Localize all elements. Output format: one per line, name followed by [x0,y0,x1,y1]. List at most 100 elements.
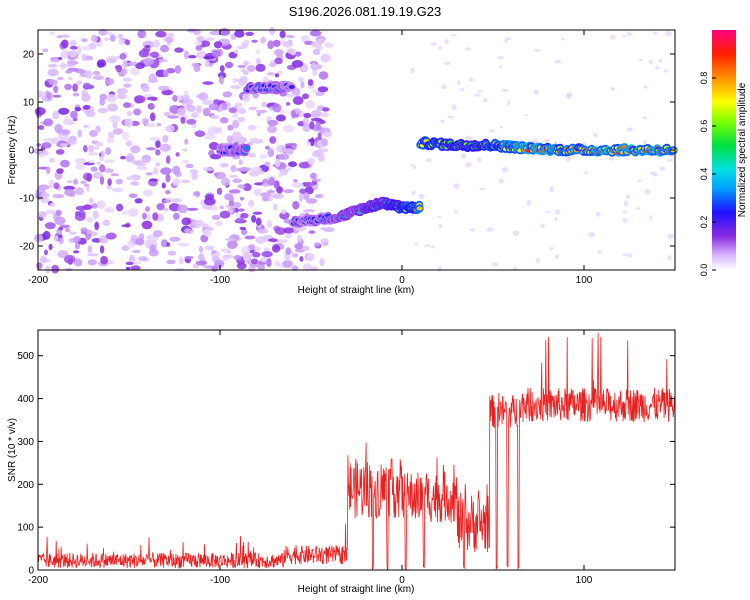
noise-blob [488,129,496,133]
noise-blob [132,249,141,254]
noise-blob [88,197,94,204]
noise-blob [300,35,310,43]
noise-blob [238,159,243,166]
noise-blob [199,40,211,48]
noise-blob [312,89,317,93]
noise-blob [441,84,447,90]
noise-blob [172,198,182,203]
noise-blob [504,38,508,44]
snr-series-line [37,332,676,571]
noise-blob [52,194,65,199]
noise-blob [73,178,79,185]
noise-blob [63,185,76,191]
noise-blob [204,59,210,68]
noise-blob [648,59,654,65]
noise-blob [99,93,107,101]
noise-blob [561,37,566,41]
noise-blob [306,198,318,204]
noise-blob [232,119,240,129]
noise-blob [444,61,451,66]
noise-blob [106,32,113,36]
colorbar-tick-label: 0.0 [699,264,709,277]
noise-blob [232,112,239,119]
noise-blob [274,260,281,267]
noise-blob [549,246,554,250]
noise-blob [237,116,246,123]
noise-blob [292,142,297,151]
noise-blob [167,250,177,256]
noise-blob [250,258,259,265]
noise-blob [498,178,505,184]
noise-blob [285,93,297,98]
noise-blob [95,141,104,147]
noise-blob [565,156,571,162]
noise-blob [209,30,222,36]
noise-blob [315,121,321,130]
x-tick-label: -200 [28,575,48,586]
noise-blob [588,232,595,238]
noise-blob [277,70,283,75]
noise-blob [34,107,46,116]
noise-blob [152,212,159,221]
noise-blob [239,226,247,231]
noise-blob [312,48,321,56]
noise-blob [172,94,178,102]
noise-blob [174,65,181,74]
noise-blob [549,186,554,193]
noise-blob [123,102,131,108]
noise-blob [191,123,197,129]
noise-blob [203,197,216,206]
noise-blob [291,110,296,119]
noise-blob [158,85,170,91]
noise-blob [146,96,158,101]
noise-blob [160,44,169,53]
noise-blob [130,234,139,240]
noise-blob [309,172,317,180]
noise-blob [95,125,101,133]
noise-blob [412,165,417,170]
noise-blob [96,61,104,68]
noise-blob [86,173,92,182]
noise-blob [203,55,215,60]
noise-blob [138,256,148,262]
noise-blob [125,261,134,266]
noise-blob [141,84,150,93]
noise-blob [322,107,330,112]
noise-blob [90,34,98,43]
noise-blob [249,137,259,144]
noise-blob [305,100,316,109]
noise-blob [184,138,189,145]
noise-blob [554,209,561,215]
colorbar-tick-label: 0.6 [699,120,709,133]
noise-blob [46,166,51,175]
noise-blob [309,121,315,130]
noise-blob [324,42,334,48]
colorbar-label: Normalized spectral amplitude [737,82,748,217]
noise-blob [316,148,329,153]
y-tick-label: 200 [17,480,34,491]
noise-blob [184,255,194,260]
noise-blob [286,48,295,55]
spectrogram-y-ticks: -20 -10 0 10 20 [20,50,675,253]
noise-blob [106,57,117,64]
noise-blob [438,223,442,229]
noise-blob [498,65,503,68]
noise-blob [318,71,329,80]
noise-blob [69,46,78,50]
noise-blob [465,162,472,168]
noise-blob [39,256,48,263]
noise-blob [75,187,85,196]
noise-blob [486,227,494,232]
noise-blob [219,117,229,124]
x-tick-label: -100 [210,275,230,286]
noise-blob [43,197,50,203]
noise-blob [81,53,87,62]
noise-blob [107,103,119,112]
noise-blob [226,135,234,144]
noise-blob [66,138,72,143]
spectrogram-x-label: Height of straight line (km) [298,285,415,296]
noise-blob [272,203,278,211]
noise-blob [276,144,287,153]
noise-blob [38,125,45,130]
y-tick-label: -10 [20,194,35,205]
